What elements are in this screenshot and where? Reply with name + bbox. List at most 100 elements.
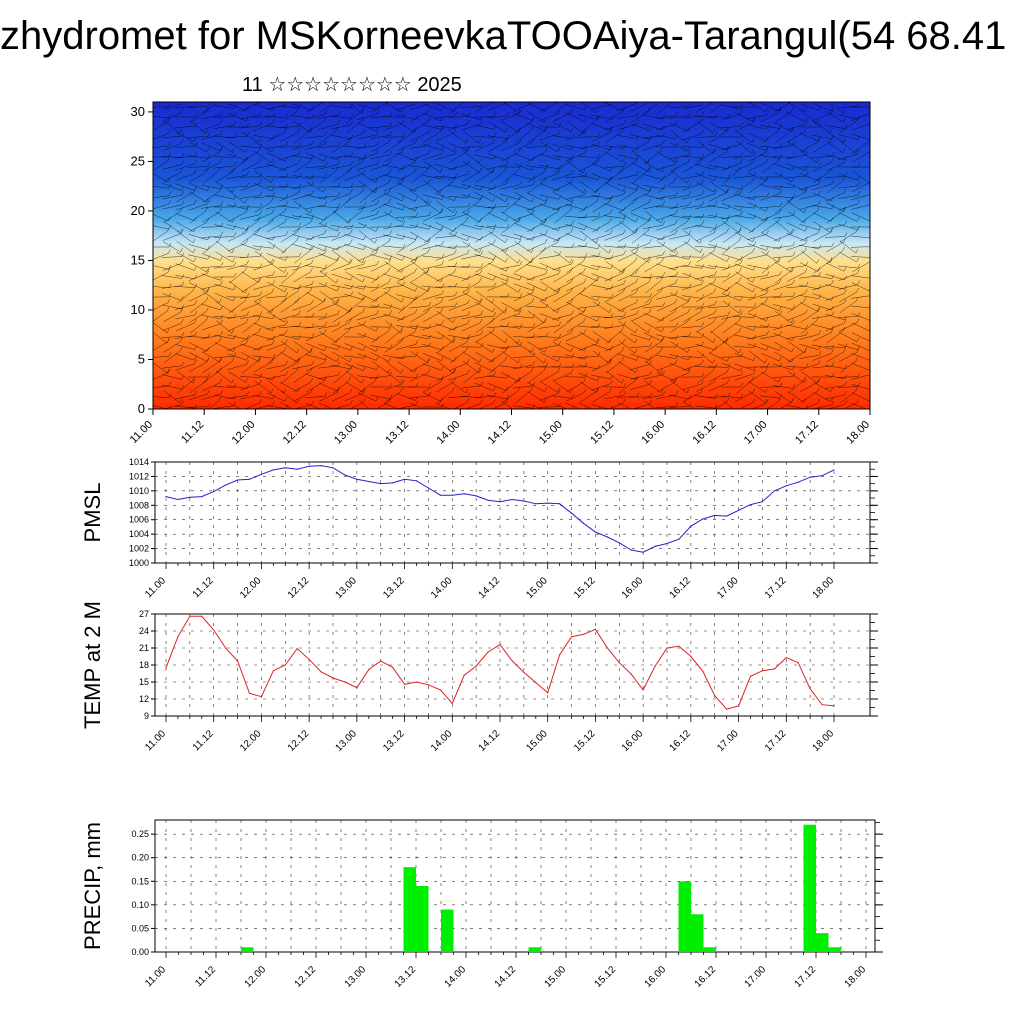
wind-barb (229, 190, 245, 204)
wind-barb (515, 390, 531, 404)
wind-barb-flag (557, 147, 560, 153)
wind-barb-flag (831, 400, 834, 405)
wind-barb-flag (402, 132, 406, 137)
wind-barb (525, 146, 547, 148)
wind-barb-flag (519, 309, 522, 314)
wind-barb-flag (350, 346, 353, 351)
wind-barb (436, 201, 454, 213)
wind-barb (553, 321, 571, 333)
wind-barb (761, 251, 779, 263)
wind-barb (773, 333, 793, 341)
pmsl-point (797, 481, 799, 483)
wind-barb-flag (441, 375, 444, 380)
wind-barb-flag (167, 157, 170, 162)
wind-barb-flag (452, 336, 456, 342)
wind-barb-flag (362, 398, 366, 403)
wind-barb-flag (348, 366, 351, 371)
wind-barb (827, 102, 844, 114)
wind-barb-flag (635, 288, 639, 293)
wind-barb (683, 121, 701, 133)
wind-barb (254, 380, 272, 394)
wind-barb (266, 364, 286, 370)
wind-barb-flag (311, 154, 315, 159)
wind-barb-flag (335, 206, 339, 211)
wind-barb (188, 254, 208, 260)
wind-barb (669, 285, 689, 289)
wind-barb-flag (285, 360, 289, 366)
wind-barb-flag (570, 278, 574, 283)
wind-barb (721, 253, 741, 261)
wind-barb (787, 251, 805, 263)
wind-barb-flag (427, 248, 431, 253)
temp-point (642, 689, 644, 691)
wind-barb-flag (389, 310, 392, 315)
wind-barb-flag (779, 202, 783, 207)
wind-barb (578, 272, 598, 282)
wind-barb (761, 160, 779, 174)
wind-barb (669, 115, 689, 119)
wind-barb (838, 185, 858, 189)
wind-barb (228, 160, 246, 174)
wind-barb-flag (557, 367, 560, 373)
wind-barb (227, 353, 247, 361)
wind-barb-flag (649, 335, 652, 340)
wind-barb-flag (388, 267, 391, 272)
temp-point (320, 671, 322, 673)
wind-barb-flag (532, 209, 535, 214)
wind-barb-flag (401, 196, 405, 202)
pmsl-y-tick-label: 1008 (129, 500, 149, 510)
wind-barb (708, 295, 728, 299)
temp-point (654, 665, 656, 667)
heatmap-x-tick-label: 17.00 (742, 419, 770, 447)
wind-barb (747, 275, 767, 279)
wind-barb (591, 233, 611, 241)
wind-barb (357, 353, 377, 361)
wind-barb (682, 265, 702, 269)
temp-x-tick-label: 12.00 (238, 728, 264, 754)
wind-barb (162, 336, 182, 338)
wind-barb-flag (517, 196, 521, 201)
wind-barb-flag (610, 323, 614, 328)
wind-barb (331, 233, 351, 241)
wind-barb (617, 245, 637, 249)
wind-barb-flag (766, 362, 770, 367)
wind-barb-flag (701, 264, 705, 269)
wind-barb (656, 363, 676, 371)
wind-barb (540, 301, 558, 313)
wind-barb (228, 141, 246, 153)
wind-barb (682, 224, 702, 230)
wind-barb (526, 264, 546, 270)
wind-barb (357, 113, 377, 121)
wind-barb-flag (700, 157, 703, 163)
wind-barb-flag (219, 158, 223, 163)
wind-barb-flag (792, 320, 795, 325)
wind-barb-flag (311, 113, 315, 119)
wind-barb (162, 275, 182, 279)
wind-barb (332, 250, 350, 264)
wind-barb (696, 382, 714, 392)
wind-barb-flag (192, 286, 196, 291)
wind-barb-flag (610, 313, 614, 318)
wind-barb-flag (636, 309, 639, 315)
wind-barb (200, 226, 222, 228)
wind-barb-flag (297, 227, 300, 232)
wind-barb-flag (454, 291, 458, 296)
wind-barb (345, 191, 363, 203)
wind-barb (527, 131, 545, 143)
wind-barb (370, 345, 390, 349)
wind-barb-flag (207, 372, 211, 378)
wind-barb (618, 191, 636, 203)
wind-barb (773, 144, 793, 150)
wind-barb (385, 330, 401, 344)
wind-barb-flag (726, 188, 729, 193)
wind-barb (487, 212, 507, 222)
wind-barb (825, 322, 845, 332)
pmsl-point (714, 514, 716, 516)
wind-barb (175, 335, 195, 339)
wind-barb-flag (831, 349, 834, 354)
wind-barb (773, 122, 793, 132)
wind-barb-flag (284, 127, 287, 133)
wind-barb-flag (519, 324, 523, 329)
wind-barb-flag (674, 377, 677, 383)
wind-barb-flag (272, 112, 276, 118)
